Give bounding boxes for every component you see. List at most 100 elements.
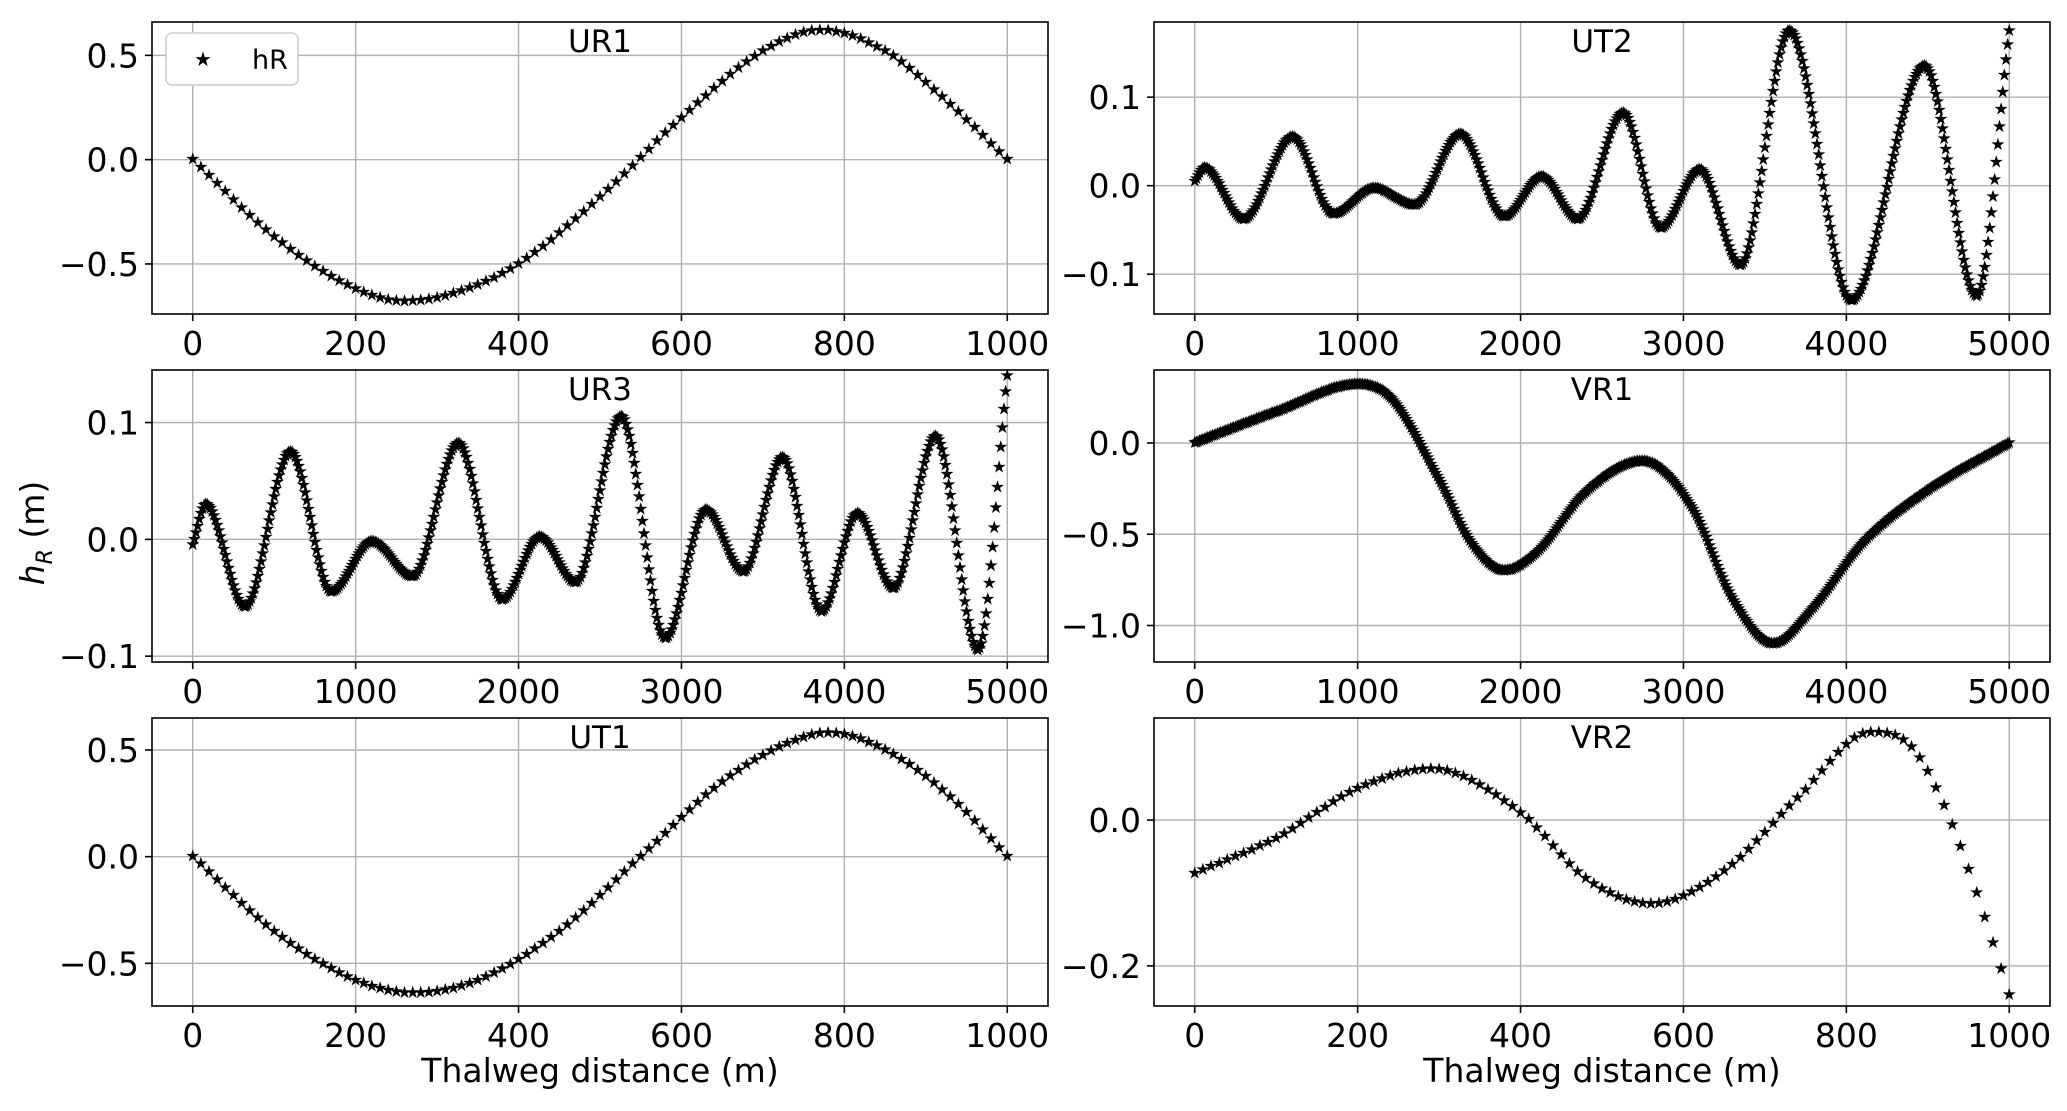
x-tick-label: 1000 bbox=[965, 324, 1049, 363]
data-point: ★ bbox=[1480, 181, 1495, 201]
data-point: ★ bbox=[1738, 249, 1753, 269]
x-tick-label: 0 bbox=[182, 672, 203, 711]
data-point: ★ bbox=[1602, 124, 1617, 144]
data-point: ★ bbox=[1366, 178, 1381, 198]
x-tick-label: 800 bbox=[813, 1016, 876, 1055]
data-point: ★ bbox=[1456, 126, 1471, 146]
data-point: ★ bbox=[1596, 145, 1611, 165]
data-point: ★ bbox=[934, 87, 949, 107]
data-point: ★ bbox=[1259, 172, 1274, 192]
data-point: ★ bbox=[1371, 179, 1386, 199]
data-point: ★ bbox=[1578, 200, 1593, 220]
data-point: ★ bbox=[845, 26, 860, 46]
data-point: ★ bbox=[1319, 199, 1334, 219]
data-point: ★ bbox=[1653, 218, 1668, 238]
data-point: ★ bbox=[1531, 168, 1546, 188]
data-point: ★ bbox=[1208, 169, 1223, 189]
x-tick-label: 4000 bbox=[1804, 672, 1888, 711]
data-point: ★ bbox=[1545, 177, 1560, 197]
data-point: ★ bbox=[1389, 188, 1404, 208]
data-point: ★ bbox=[193, 158, 208, 178]
series-hR: ★★★★★★★★★★★★★★★★★★★★★★★★★★★★★★★★★★★★★★★★… bbox=[1187, 723, 2017, 1006]
x-tick-label: 600 bbox=[650, 324, 713, 363]
data-point: ★ bbox=[1616, 103, 1631, 123]
data-point: ★ bbox=[470, 275, 485, 295]
data-point: ★ bbox=[1348, 189, 1363, 209]
data-point: ★ bbox=[1593, 156, 1608, 176]
data-point: ★ bbox=[1508, 198, 1523, 218]
y-tick-label: −0.5 bbox=[59, 245, 139, 284]
data-point: ★ bbox=[1374, 180, 1389, 200]
data-point: ★ bbox=[633, 148, 648, 168]
data-point: ★ bbox=[1580, 197, 1595, 217]
data-point: ★ bbox=[226, 190, 241, 210]
data-point: ★ bbox=[886, 46, 901, 66]
data-point: ★ bbox=[381, 290, 396, 310]
data-point: ★ bbox=[356, 282, 371, 302]
legend-marker: ★ bbox=[194, 47, 212, 71]
data-point: ★ bbox=[1555, 194, 1570, 214]
data-point: ★ bbox=[1264, 160, 1279, 180]
data-point: ★ bbox=[1570, 209, 1585, 229]
data-point: ★ bbox=[763, 37, 778, 57]
data-point: ★ bbox=[1493, 205, 1508, 225]
x-tick-label: 0 bbox=[182, 1016, 203, 1055]
data-point: ★ bbox=[1433, 152, 1448, 172]
data-point: ★ bbox=[1301, 154, 1316, 174]
data-point: ★ bbox=[1306, 168, 1321, 188]
data-point: ★ bbox=[1630, 142, 1645, 162]
data-point: ★ bbox=[486, 268, 501, 288]
data-point: ★ bbox=[1238, 209, 1253, 229]
data-point: ★ bbox=[1368, 178, 1383, 198]
data-point: ★ bbox=[1562, 204, 1577, 224]
data-point: ★ bbox=[543, 230, 558, 250]
data-point: ★ bbox=[600, 180, 615, 200]
data-point: ★ bbox=[1550, 185, 1565, 205]
data-point: ★ bbox=[576, 202, 591, 222]
data-point: ★ bbox=[1402, 195, 1417, 215]
data-point: ★ bbox=[1334, 201, 1349, 221]
data-point: ★ bbox=[698, 86, 713, 106]
data-point: ★ bbox=[1254, 184, 1269, 204]
y-tick-label: 0.0 bbox=[87, 141, 139, 180]
data-point: ★ bbox=[348, 279, 363, 299]
data-point: ★ bbox=[1544, 175, 1559, 195]
data-point: ★ bbox=[1713, 210, 1728, 230]
y-tick-label: −0.1 bbox=[59, 637, 139, 676]
data-point: ★ bbox=[1210, 171, 1225, 191]
panel-title: UR1 bbox=[568, 24, 632, 60]
data-point: ★ bbox=[1399, 193, 1414, 213]
x-tick-label: 400 bbox=[1489, 1016, 1552, 1055]
y-tick-label: 0.1 bbox=[1089, 78, 1141, 117]
data-point: ★ bbox=[1363, 179, 1378, 199]
data-point: ★ bbox=[1723, 242, 1738, 262]
data-point: ★ bbox=[299, 251, 314, 271]
data-point: ★ bbox=[1993, 100, 2008, 120]
x-tick-label: 200 bbox=[324, 1016, 387, 1055]
data-point: ★ bbox=[995, 418, 1010, 438]
data-point: ★ bbox=[1198, 158, 1213, 178]
x-tick-label: 4000 bbox=[802, 672, 886, 711]
data-point: ★ bbox=[649, 131, 664, 151]
data-point: ★ bbox=[1317, 196, 1332, 216]
panel-ur3: UR3 0 1000 2000 3000 4000 5000−0.10.00.1★★★★★… bbox=[59, 366, 1049, 711]
data-point: ★ bbox=[1257, 176, 1272, 196]
data-point: ★ bbox=[877, 41, 892, 61]
data-point: ★ bbox=[894, 52, 909, 72]
data-point: ★ bbox=[1511, 193, 1526, 213]
data-point: ★ bbox=[1633, 157, 1648, 177]
data-point: ★ bbox=[1728, 252, 1743, 272]
data-point: ★ bbox=[1627, 129, 1642, 149]
data-point: ★ bbox=[1189, 169, 1204, 189]
data-point: ★ bbox=[991, 142, 1006, 162]
x-tick-label: 0 bbox=[182, 324, 203, 363]
data-point: ★ bbox=[535, 236, 550, 256]
data-point: ★ bbox=[1381, 183, 1396, 203]
y-axis-label: hR (m) bbox=[13, 481, 58, 586]
x-tick-label: 400 bbox=[487, 1016, 550, 1055]
data-point: ★ bbox=[1392, 190, 1407, 210]
y-tick-label: −0.2 bbox=[1061, 947, 1141, 986]
data-point: ★ bbox=[1213, 177, 1228, 197]
data-point: ★ bbox=[1588, 173, 1603, 193]
series-hR: ★★★★★★★★★★★★★★★★★★★★★★★★★★★★★★★★★★★★★★★★… bbox=[1187, 375, 2017, 654]
